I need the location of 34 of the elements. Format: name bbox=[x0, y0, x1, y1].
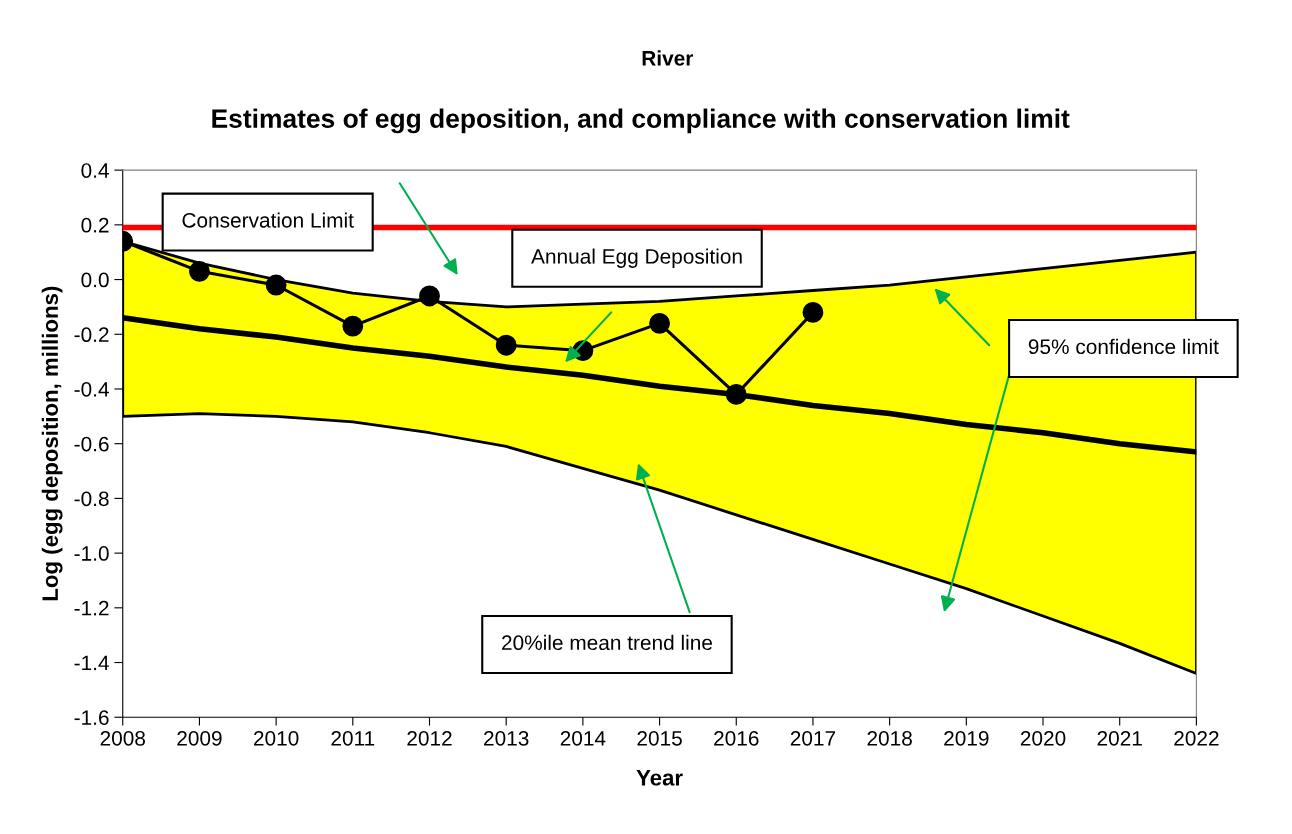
chart-subtitle: River bbox=[642, 50, 694, 66]
x-tick-label: 2022 bbox=[1174, 730, 1219, 746]
x-tick-label: 2020 bbox=[1020, 730, 1066, 746]
x-tick-label: 2018 bbox=[867, 730, 912, 746]
annotation: Annual Egg Deposition bbox=[531, 248, 742, 268]
y-tick-label: -1.2 bbox=[74, 600, 109, 616]
annotation: 20%ile mean trend line bbox=[502, 634, 713, 651]
x-tick-label: 2015 bbox=[637, 730, 682, 746]
y-tick-label: -0.4 bbox=[74, 381, 109, 397]
x-tick-label: 2021 bbox=[1097, 730, 1142, 746]
y-tick-label: -0.6 bbox=[74, 436, 109, 452]
y-tick-label: 0.4 bbox=[81, 163, 109, 178]
y-tick-label: -1.6 bbox=[74, 710, 109, 725]
x-tick-label: 2017 bbox=[790, 730, 836, 746]
x-tick-label: 2009 bbox=[177, 730, 222, 746]
x-tick-label: 2014 bbox=[560, 730, 606, 746]
x-tick-label: 2013 bbox=[484, 730, 529, 746]
x-tick-label: 2010 bbox=[254, 730, 299, 746]
x-tick-label: 2019 bbox=[944, 730, 989, 746]
x-tick-label: 2008 bbox=[100, 730, 146, 746]
y-tick-label: 0.0 bbox=[81, 272, 109, 288]
y-tick-label: -1.0 bbox=[74, 546, 109, 561]
x-tick-label: 2012 bbox=[407, 730, 452, 746]
y-axis-title: Log (egg deposition, millions) bbox=[41, 286, 63, 601]
x-tick-label: 2016 bbox=[714, 730, 759, 746]
y-tick-label: -0.8 bbox=[74, 491, 109, 507]
y-tick-label: -0.2 bbox=[74, 327, 109, 343]
x-tick-label: 2011 bbox=[331, 730, 375, 746]
x-axis-title: Year bbox=[636, 770, 683, 786]
y-tick-label: 0.2 bbox=[81, 217, 109, 233]
annotation: Conservation Limit bbox=[182, 212, 354, 228]
annotation: 95% confidence limit bbox=[1028, 338, 1219, 355]
y-tick-label: -1.4 bbox=[74, 655, 109, 671]
chart-title: Estimates of egg deposition, and compliance with conservation limit bbox=[212, 108, 1070, 134]
